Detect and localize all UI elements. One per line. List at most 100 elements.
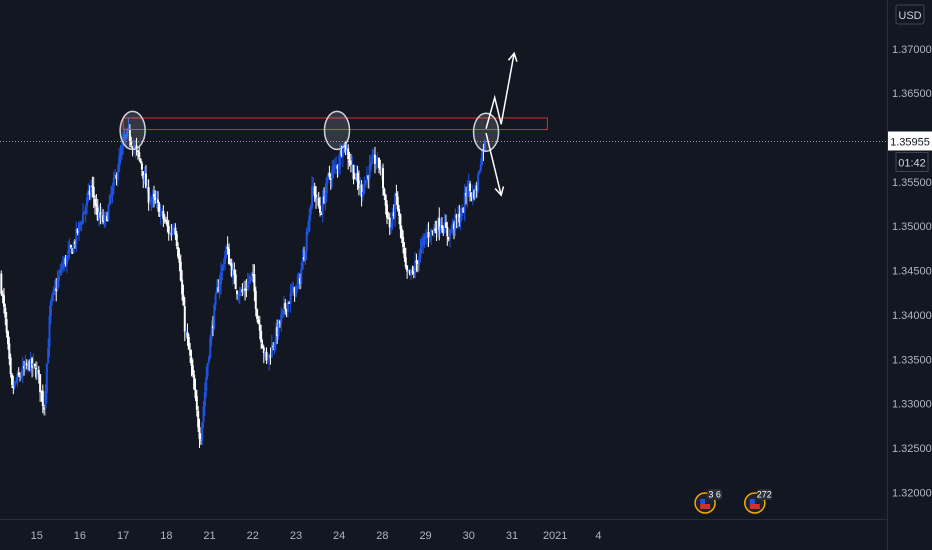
candle: [390, 222, 393, 234]
candle: [132, 139, 135, 155]
candle: [414, 252, 417, 279]
time-tick-label: 23: [290, 530, 302, 542]
bearish-scenario-arrow[interactable]: [485, 132, 502, 196]
candle: [465, 186, 468, 205]
candle: [157, 191, 160, 212]
candle: [288, 301, 291, 305]
candle: [39, 374, 42, 402]
candle: [371, 148, 374, 165]
candle: [186, 323, 189, 346]
price-axis[interactable]: 1.37000 1.36500 1.35500 1.35000 1.34500 1.340…: [892, 44, 932, 500]
candle: [49, 298, 52, 325]
candle: [473, 189, 476, 201]
economic-event-badge[interactable]: 3 6: [694, 489, 723, 514]
candle: [94, 195, 97, 215]
candle: [140, 161, 143, 177]
candle: [379, 159, 382, 176]
candle: [252, 263, 255, 283]
candle: [130, 136, 133, 148]
candle: [324, 183, 327, 211]
candle: [367, 174, 370, 189]
bullish-scenario-arrow[interactable]: [485, 53, 515, 129]
highlight-circle[interactable]: [472, 112, 500, 152]
candle: [316, 193, 319, 206]
resistance-zone[interactable]: [122, 117, 548, 131]
candle: [68, 238, 71, 259]
candle: [245, 279, 248, 298]
candle: [391, 208, 394, 230]
candle: [431, 230, 434, 236]
candle: [77, 221, 80, 242]
candle: [17, 367, 20, 377]
price-tick-label: 1.34500: [892, 266, 932, 278]
bullish-arrowhead: [507, 51, 518, 63]
highlight-circle[interactable]: [323, 110, 351, 151]
candle: [2, 287, 5, 314]
time-tick-label: 2021: [543, 530, 567, 542]
candle: [474, 183, 477, 200]
candle: [24, 354, 27, 372]
candle: [258, 315, 261, 340]
candle: [48, 305, 51, 357]
candle: [241, 283, 244, 297]
candle: [298, 273, 301, 290]
candle: [309, 204, 312, 221]
time-tick-label: 4: [595, 530, 601, 542]
candle: [349, 153, 352, 173]
candle: [135, 137, 138, 156]
candle: [475, 181, 478, 198]
highlight-circles-layer: [119, 110, 500, 152]
candle: [404, 247, 407, 270]
economic-event-badge[interactable]: 272: [744, 489, 772, 514]
candle: [442, 225, 445, 236]
highlight-circle[interactable]: [119, 110, 146, 151]
candle: [347, 144, 350, 170]
candle: [384, 193, 387, 215]
candle: [455, 213, 458, 229]
candle: [75, 221, 78, 253]
candle: [382, 163, 385, 196]
candle: [244, 280, 247, 301]
candle: [415, 253, 418, 272]
candle: [315, 186, 318, 209]
time-tick-label: 22: [247, 530, 259, 542]
candle: [189, 342, 192, 363]
candle: [368, 154, 371, 190]
candle: [151, 189, 154, 209]
candle: [209, 335, 212, 360]
candle: [380, 165, 383, 180]
candle: [264, 349, 267, 358]
candle: [221, 263, 224, 281]
candle: [277, 318, 280, 340]
candle: [76, 228, 79, 236]
time-tick-label: 16: [74, 530, 86, 542]
candle: [331, 160, 334, 188]
candle: [289, 284, 292, 313]
time-tick-label: 17: [117, 530, 129, 542]
candle: [268, 353, 271, 371]
candle: [110, 185, 113, 204]
candle: [286, 300, 289, 318]
candle: [470, 192, 473, 202]
candle: [139, 157, 142, 164]
candle: [27, 359, 30, 373]
candle: [256, 308, 259, 323]
candle: [253, 264, 256, 302]
candle: [103, 211, 106, 229]
candle: [416, 259, 419, 273]
candle: [35, 361, 38, 380]
candle: [308, 208, 311, 233]
time-axis[interactable]: 15 16 17 18 21 22 23 24 28 29 30 31 2021 4: [31, 530, 602, 542]
candle: [210, 320, 213, 347]
candle: [80, 220, 83, 232]
candle: [294, 285, 297, 298]
bearish-arrowhead: [494, 186, 505, 197]
time-tick-label: 21: [203, 530, 215, 542]
candle: [4, 303, 7, 326]
candle: [242, 281, 245, 295]
candle: [301, 248, 304, 270]
currency-badge[interactable]: [895, 4, 925, 25]
candle: [307, 220, 310, 236]
